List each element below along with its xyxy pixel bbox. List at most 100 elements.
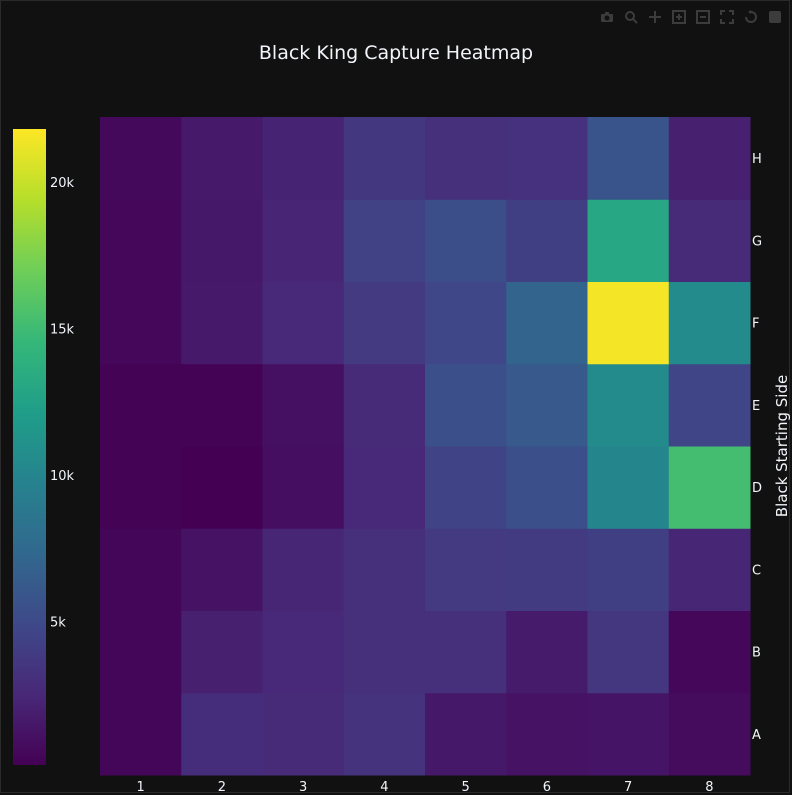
colorbar-tick-label: 15k xyxy=(50,322,75,337)
x-tick-label: 2 xyxy=(218,780,226,795)
heatmap-cell-G6[interactable] xyxy=(506,199,588,282)
heatmap-cell-B5[interactable] xyxy=(425,610,507,694)
heatmap-cell-C8[interactable] xyxy=(668,528,751,611)
heatmap-cell-F1[interactable] xyxy=(100,281,182,365)
heatmap-cell-G2[interactable] xyxy=(181,199,263,282)
heatmap-cell-F8[interactable] xyxy=(668,281,751,365)
autoscale-icon[interactable] xyxy=(720,10,734,24)
heatmap-cell-H8[interactable] xyxy=(668,117,751,200)
heatmap-cell-D1[interactable] xyxy=(100,446,182,529)
y-axis-title: Black Starting Side xyxy=(773,375,791,517)
x-tick-label: 7 xyxy=(624,780,632,795)
pan-icon[interactable] xyxy=(648,10,662,24)
x-axis-ticks: 1 2 3 4 5 6 7 8 xyxy=(136,780,713,795)
x-tick-label: 3 xyxy=(299,780,307,795)
heatmap-cell-A1[interactable] xyxy=(100,692,182,776)
y-tick-label: C xyxy=(752,563,761,578)
heatmap-cell-G5[interactable] xyxy=(425,199,507,282)
heatmap-cell-G3[interactable] xyxy=(262,199,345,282)
heatmap-cell-H4[interactable] xyxy=(343,117,426,200)
heatmap-cells xyxy=(100,117,751,776)
heatmap-cell-G1[interactable] xyxy=(100,199,182,282)
y-tick-label: D xyxy=(752,481,762,496)
heatmap-cell-G7[interactable] xyxy=(587,199,670,282)
heatmap-cell-F5[interactable] xyxy=(425,281,507,365)
y-tick-label: G xyxy=(752,234,762,249)
heatmap-cell-H7[interactable] xyxy=(587,117,670,200)
heatmap-cell-B7[interactable] xyxy=(587,610,670,694)
x-tick-label: 5 xyxy=(461,780,469,795)
heatmap-cell-D8[interactable] xyxy=(668,446,751,529)
y-tick-label: E xyxy=(752,399,760,414)
heatmap-cell-D7[interactable] xyxy=(587,446,670,529)
heatmap-cell-B8[interactable] xyxy=(668,610,751,694)
colorbar-tick-label: 20k xyxy=(50,176,75,191)
heatmap-cell-C1[interactable] xyxy=(100,528,182,611)
colorbar-tick-label: 5k xyxy=(50,615,66,630)
camera-icon[interactable] xyxy=(600,10,614,24)
y-tick-label: H xyxy=(752,152,762,167)
heatmap-cell-D5[interactable] xyxy=(425,446,507,529)
zoom-icon[interactable] xyxy=(624,10,638,24)
heatmap-cell-E8[interactable] xyxy=(668,363,751,447)
heatmap-cell-F3[interactable] xyxy=(262,281,345,365)
heatmap-cell-C5[interactable] xyxy=(425,528,507,611)
heatmap-cell-A4[interactable] xyxy=(343,692,426,776)
heatmap-cell-C2[interactable] xyxy=(181,528,263,611)
heatmap-cell-E4[interactable] xyxy=(343,363,426,447)
heatmap-cell-C7[interactable] xyxy=(587,528,670,611)
heatmap-cell-B3[interactable] xyxy=(262,610,345,694)
heatmap-cell-E2[interactable] xyxy=(181,363,263,447)
x-tick-label: 6 xyxy=(543,780,551,795)
heatmap-cell-F6[interactable] xyxy=(506,281,588,365)
chart-title: Black King Capture Heatmap xyxy=(258,42,534,64)
heatmap-cell-B6[interactable] xyxy=(506,610,588,694)
heatmap-cell-E7[interactable] xyxy=(587,363,670,447)
heatmap-cell-A3[interactable] xyxy=(262,692,345,776)
y-tick-label: F xyxy=(752,317,759,332)
colorbar-tick-label: 10k xyxy=(50,469,75,484)
heatmap-cell-F7[interactable] xyxy=(587,281,670,365)
reset-axes-icon[interactable] xyxy=(744,10,758,24)
x-tick-label: 4 xyxy=(380,780,388,795)
zoom-in-icon[interactable] xyxy=(672,10,686,24)
heatmap-cell-H1[interactable] xyxy=(100,117,182,200)
heatmap-cell-D2[interactable] xyxy=(181,446,263,529)
heatmap-cell-A6[interactable] xyxy=(506,692,588,776)
heatmap-cell-A7[interactable] xyxy=(587,692,670,776)
heatmap-cell-C3[interactable] xyxy=(262,528,345,611)
y-tick-label: B xyxy=(752,646,761,661)
heatmap-cell-E1[interactable] xyxy=(100,363,182,447)
heatmap-cell-D4[interactable] xyxy=(343,446,426,529)
heatmap-cell-C4[interactable] xyxy=(343,528,426,611)
y-tick-label: A xyxy=(752,728,761,743)
plotly-logo-icon[interactable] xyxy=(768,10,782,24)
heatmap-cell-A8[interactable] xyxy=(668,692,751,776)
heatmap-cell-B1[interactable] xyxy=(100,610,182,694)
heatmap-cell-H3[interactable] xyxy=(262,117,345,200)
y-axis-ticks: A B C D E F G H xyxy=(752,152,762,743)
heatmap-cell-A5[interactable] xyxy=(425,692,507,776)
colorbar xyxy=(13,129,46,765)
heatmap-cell-H6[interactable] xyxy=(506,117,588,200)
heatmap-cell-E6[interactable] xyxy=(506,363,588,447)
heatmap-cell-G4[interactable] xyxy=(343,199,426,282)
heatmap-cell-A2[interactable] xyxy=(181,692,263,776)
zoom-out-icon[interactable] xyxy=(696,10,710,24)
heatmap-cell-D3[interactable] xyxy=(262,446,345,529)
colorbar-ticks: 5k 10k 15k 20k xyxy=(50,176,75,631)
heatmap-cell-B4[interactable] xyxy=(343,610,426,694)
heatmap-cell-B2[interactable] xyxy=(181,610,263,694)
heatmap-cell-F2[interactable] xyxy=(181,281,263,365)
heatmap-cell-E3[interactable] xyxy=(262,363,345,447)
modebar xyxy=(600,10,782,24)
heatmap-cell-H5[interactable] xyxy=(425,117,507,200)
heatmap-cell-G8[interactable] xyxy=(668,199,751,282)
heatmap-cell-D6[interactable] xyxy=(506,446,588,529)
heatmap-cell-H2[interactable] xyxy=(181,117,263,200)
heatmap-cell-E5[interactable] xyxy=(425,363,507,447)
heatmap-cell-F4[interactable] xyxy=(343,281,426,365)
heatmap-cell-C6[interactable] xyxy=(506,528,588,611)
